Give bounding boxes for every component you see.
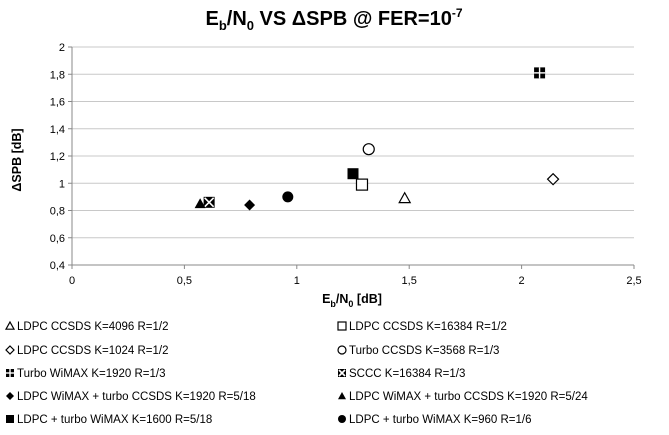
legend-label: SCCC K=16384 R=1/3	[349, 368, 465, 380]
legend-label: LDPC CCSDS K=16384 R=1/2	[349, 321, 507, 333]
legend-marker	[6, 415, 14, 423]
legend-label: Turbo CCSDS K=3568 R=1/3	[349, 345, 499, 357]
x-axis-title: Eb/N0 [dB]	[322, 292, 382, 309]
legend-marker	[4, 320, 16, 330]
legend-item: LDPC CCSDS K=16384 R=1/2	[337, 321, 507, 333]
data-point	[534, 67, 546, 79]
y-tick-label: 1,4	[50, 124, 65, 136]
data-point	[355, 178, 369, 191]
axes	[68, 46, 635, 269]
legend-label: LDPC CCSDS K=1024 R=1/2	[17, 345, 169, 357]
y-tick-label: 1,2	[50, 151, 65, 163]
legend-marker	[337, 345, 347, 355]
legend-item: LDPC + turbo WiMAX K=1600 R=5/18	[6, 414, 212, 426]
legend-label: LDPC CCSDS K=4096 R=1/2	[17, 321, 169, 333]
y-tick-label: 1	[59, 178, 65, 190]
x-tick-labels: 0 0,5 1 1,5 2 2,5	[69, 275, 642, 287]
legend-label: LDPC + turbo WiMAX K=960 R=1/6	[349, 414, 532, 426]
data-point	[546, 172, 560, 186]
legend-label: LDPC WiMAX + turbo CCSDS K=1920 R=5/18	[17, 391, 256, 403]
data-point	[203, 196, 215, 208]
x-tick-label: 1,5	[402, 275, 417, 287]
legend-item: Turbo CCSDS K=3568 R=1/3	[337, 345, 499, 357]
data-points	[194, 67, 560, 211]
legend-marker	[6, 369, 14, 377]
legend-item: LDPC + turbo WiMAX K=960 R=1/6	[338, 414, 532, 426]
y-tick-label: 0,4	[50, 260, 65, 272]
y-tick-label: 0,8	[50, 206, 65, 218]
data-point	[347, 168, 359, 180]
y-axis-title: ΔSPB [dB]	[10, 128, 24, 191]
x-tick-label: 1	[294, 275, 300, 287]
y-tick-labels: 0,4 0,6 0,8 1 1,2 1,4 1,6 1,8 2	[50, 42, 65, 272]
chart-title: Eb/N0 VS ΔSPB @ FER=10-7	[205, 6, 462, 33]
x-tick-label: 2,5	[626, 275, 641, 287]
legend-label: Turbo WiMAX K=1920 R=1/3	[17, 368, 166, 380]
gridlines	[72, 46, 634, 239]
legend-marker	[6, 392, 14, 400]
legend-marker	[338, 392, 346, 400]
legend-label: LDPC + turbo WiMAX K=1600 R=5/18	[17, 414, 212, 426]
data-point	[398, 191, 412, 204]
data-point	[194, 198, 206, 209]
legend-label: LDPC WiMAX + turbo CCSDS K=1920 R=5/24	[349, 391, 588, 403]
y-tick-label: 0,6	[50, 233, 65, 245]
legend-item: LDPC CCSDS K=1024 R=1/2	[5, 345, 169, 357]
legend-marker	[337, 321, 347, 331]
legend-item: SCCC K=16384 R=1/3	[338, 368, 465, 380]
x-tick-label: 0	[69, 275, 75, 287]
data-point	[244, 199, 256, 211]
legend-marker	[5, 345, 15, 355]
y-tick-label: 1,8	[50, 69, 65, 81]
data-point	[362, 143, 375, 156]
y-tick-label: 1,6	[50, 97, 65, 109]
legend-item: Turbo WiMAX K=1920 R=1/3	[6, 368, 166, 380]
legend-marker	[338, 369, 346, 377]
legend-marker	[338, 415, 346, 423]
data-point	[282, 191, 294, 203]
x-tick-label: 2	[519, 275, 525, 287]
x-tick-label: 0,5	[177, 275, 192, 287]
y-tick-label: 2	[59, 42, 65, 54]
legend-item: LDPC CCSDS K=4096 R=1/2	[4, 320, 169, 333]
legend: LDPC CCSDS K=4096 R=1/2 LDPC CCSDS K=1638…	[4, 320, 588, 426]
legend-item: LDPC WiMAX + turbo CCSDS K=1920 R=5/24	[338, 391, 588, 403]
legend-item: LDPC WiMAX + turbo CCSDS K=1920 R=5/18	[6, 391, 256, 403]
